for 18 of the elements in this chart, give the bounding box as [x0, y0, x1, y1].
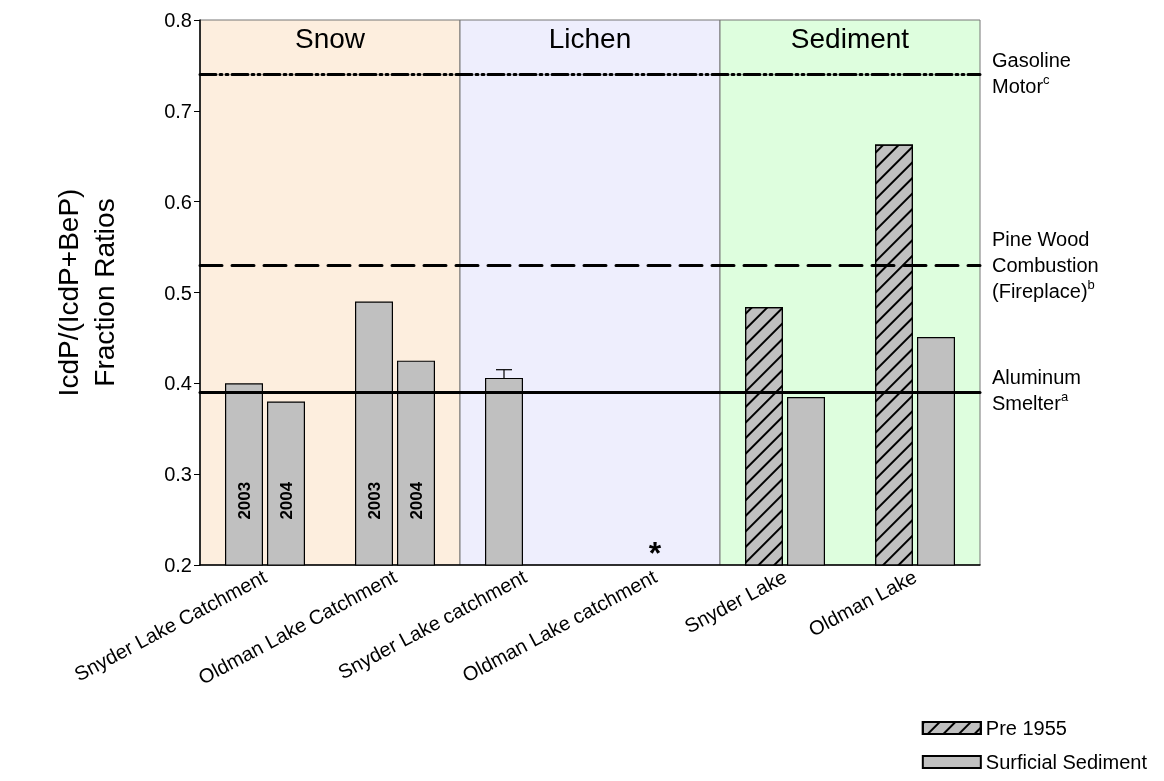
text: 2004	[406, 481, 426, 520]
y-tick-label: 0.4	[164, 372, 192, 395]
y-tick-label: 0.8	[164, 9, 192, 31]
series-label: 2003	[234, 481, 254, 520]
legend-label: Surficial Sediment	[985, 751, 1148, 773]
band-label: Snow	[294, 22, 366, 54]
annotation: *	[648, 535, 662, 571]
y-tick-label: 0.5	[164, 281, 192, 304]
y-tick-label: 0.3	[164, 463, 192, 486]
y-tick-label: 0.7	[164, 99, 192, 122]
legend-label: Pre 1955	[985, 717, 1067, 739]
y-tick-label: 0.2	[164, 554, 192, 576]
band-label: Lichen	[548, 22, 632, 54]
text: 2003	[364, 481, 384, 520]
y-axis-title: IcdP/(IcdP+BeP) Fraction Ratios	[52, 188, 120, 397]
y-tick-label: 0.6	[164, 190, 192, 213]
series-label: 2004	[276, 481, 296, 520]
band-label: Sediment	[790, 22, 910, 54]
